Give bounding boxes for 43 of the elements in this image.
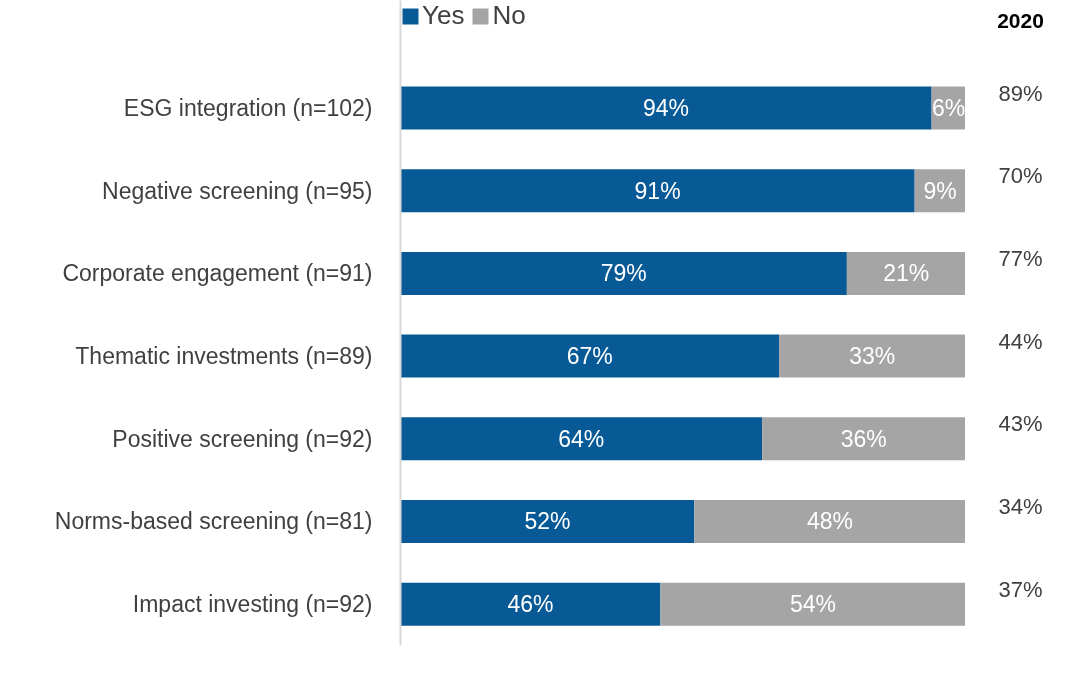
text: 43%	[998, 411, 1043, 437]
bar	[400, 582, 661, 626]
text: 37%	[998, 576, 1043, 602]
data-label: 21%	[883, 260, 930, 287]
text: 77%	[998, 246, 1043, 271]
bar	[400, 169, 915, 213]
bar	[779, 334, 965, 378]
legend-label: Yes	[422, 0, 465, 31]
data-label: 33%	[849, 343, 896, 370]
bar	[400, 417, 763, 461]
data-label: 67%	[566, 343, 613, 370]
data-label: 36%	[840, 425, 887, 452]
bar	[846, 251, 965, 295]
y-tick-label: Corporate engagement (n=91)	[62, 260, 373, 287]
bar	[694, 499, 965, 543]
y-tick-label: Impact investing (n=92)	[132, 591, 373, 618]
text: 44%	[998, 328, 1043, 354]
data-label: 9%	[923, 177, 957, 204]
data-label: 52%	[524, 508, 571, 535]
bar	[400, 86, 932, 130]
text: 70%	[998, 163, 1043, 189]
bar	[400, 251, 847, 295]
data-label: 46%	[507, 591, 554, 618]
data-label: 94%	[643, 95, 690, 121]
bar	[400, 499, 695, 543]
data-label: 64%	[558, 425, 605, 452]
bar	[400, 334, 780, 378]
data-label: 54%	[789, 591, 836, 618]
legend-label: No	[492, 0, 526, 31]
data-label: 48%	[806, 508, 853, 535]
data-label: 6%	[931, 95, 966, 121]
y-tick-label: Thematic investments (n=89)	[75, 343, 373, 370]
text: 89%	[998, 80, 1043, 106]
text: 34%	[998, 494, 1043, 520]
data-label: 91%	[634, 177, 681, 204]
y-tick-label: Negative screening (n=95)	[102, 177, 373, 204]
bar	[762, 417, 965, 461]
bar	[660, 582, 965, 626]
y-tick-label: ESG integration (n=102)	[123, 95, 373, 121]
y-tick-label: Positive screening (n=92)	[112, 425, 373, 452]
y-tick-label: Norms-based screening (n=81)	[54, 508, 373, 535]
text: 2020	[997, 9, 1044, 33]
data-label: 79%	[600, 260, 647, 287]
